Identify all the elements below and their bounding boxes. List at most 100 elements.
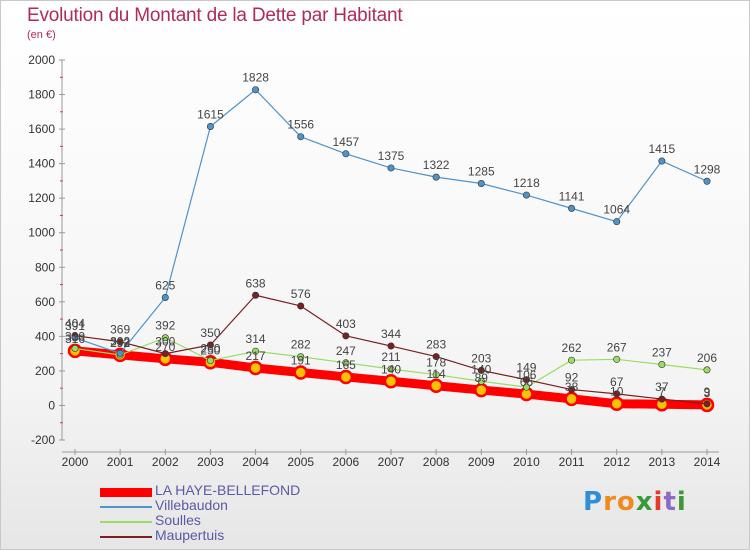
- data-point: [71, 334, 79, 342]
- y-tick-label: 1000: [28, 226, 55, 240]
- data-point: [206, 123, 214, 131]
- data-point: [474, 382, 489, 398]
- x-tick-label: 2001: [107, 455, 134, 469]
- data-label: 211: [381, 350, 400, 364]
- data-label: 1064: [603, 203, 630, 217]
- data-label: 149: [516, 361, 536, 375]
- data-label: 203: [471, 351, 491, 365]
- data-label: 89: [475, 371, 489, 385]
- data-point: [206, 357, 214, 365]
- data-label: 293: [110, 336, 130, 350]
- legend-swatch: [100, 536, 152, 538]
- legend-item: Maupertuis: [100, 527, 360, 544]
- data-point: [297, 302, 305, 310]
- data-label: 1615: [197, 108, 224, 122]
- data-point: [432, 173, 440, 181]
- data-point: [658, 361, 666, 369]
- logo-letter: i: [653, 487, 664, 517]
- logo-letter: P: [583, 487, 604, 517]
- data-point: [658, 395, 666, 403]
- data-label: 391: [65, 319, 85, 333]
- x-tick-label: 2005: [287, 455, 314, 469]
- y-tick-label: 800: [35, 260, 55, 274]
- data-label: 1556: [287, 118, 314, 132]
- data-point: [387, 365, 395, 373]
- data-point: [703, 400, 711, 408]
- data-point: [613, 355, 621, 363]
- data-label: 1415: [649, 142, 676, 156]
- data-point: [293, 365, 308, 380]
- logo-letter: o: [616, 487, 636, 517]
- data-label: 1218: [513, 176, 540, 190]
- legend-label: LA HAYE-BELLEFOND: [155, 482, 301, 498]
- data-point: [609, 396, 624, 411]
- data-label: 237: [652, 346, 672, 360]
- chart-title: Evolution du Montant de la Dette par Hab…: [27, 5, 403, 26]
- data-label: 576: [291, 287, 311, 301]
- x-tick-label: 2004: [242, 455, 269, 469]
- y-tick-label: 2000: [28, 53, 55, 67]
- logo-letter: i: [676, 487, 687, 517]
- data-label: 282: [291, 338, 311, 352]
- data-label: 250: [200, 343, 220, 357]
- x-tick-label: 2000: [62, 455, 89, 469]
- data-point: [522, 191, 530, 199]
- data-point: [703, 366, 711, 374]
- data-point: [387, 342, 395, 350]
- data-label: 403: [336, 317, 356, 331]
- data-label: 392: [155, 319, 175, 333]
- data-label: 3: [704, 386, 711, 400]
- y-tick-label: 200: [35, 364, 55, 378]
- data-point: [703, 177, 711, 185]
- data-point: [564, 391, 579, 407]
- data-point: [342, 150, 350, 158]
- data-label: 37: [655, 380, 669, 394]
- data-label: 1298: [694, 162, 721, 176]
- data-point: [477, 366, 485, 374]
- data-point: [161, 350, 169, 358]
- x-tick-label: 2014: [694, 455, 721, 469]
- x-tick-label: 2012: [603, 455, 630, 469]
- x-tick-label: 2003: [197, 455, 224, 469]
- x-tick-label: 2008: [423, 455, 450, 469]
- data-point: [522, 376, 530, 384]
- data-point: [522, 383, 530, 391]
- data-label: 267: [607, 340, 627, 354]
- data-label: 638: [246, 276, 266, 290]
- legend-label: Soulles: [155, 512, 201, 528]
- data-point: [387, 164, 395, 172]
- proxiti-logo: Proxiti: [583, 487, 687, 517]
- chart-subtitle: (en €): [27, 29, 56, 41]
- legend-label: Maupertuis: [155, 527, 225, 543]
- data-label: 1828: [242, 71, 269, 85]
- data-point: [116, 338, 124, 346]
- legend-item: Soulles: [100, 512, 360, 529]
- data-label: 67: [610, 375, 624, 389]
- data-label: 369: [110, 323, 130, 337]
- data-label: 625: [155, 279, 175, 293]
- data-label: 247: [336, 344, 356, 358]
- data-point: [477, 377, 485, 385]
- data-point: [568, 386, 576, 394]
- data-label: 314: [246, 332, 266, 346]
- data-point: [568, 356, 576, 364]
- x-tick-label: 2010: [513, 455, 540, 469]
- data-label: 140: [381, 362, 401, 376]
- x-tick-label: 2013: [649, 455, 676, 469]
- data-label: 38: [565, 380, 579, 394]
- legend-swatch: [100, 506, 152, 508]
- x-tick-label: 2002: [152, 455, 179, 469]
- data-point: [613, 218, 621, 226]
- data-point: [116, 349, 124, 357]
- data-label: 316: [65, 332, 85, 346]
- data-label: 106: [516, 368, 536, 382]
- y-tick-label: 1400: [28, 157, 55, 171]
- data-point: [71, 344, 79, 352]
- data-point: [297, 133, 305, 141]
- legend-item: LA HAYE-BELLEFOND: [100, 482, 360, 499]
- data-label: 300: [155, 335, 175, 349]
- data-point: [383, 374, 399, 389]
- x-tick-label: 2006: [333, 455, 360, 469]
- data-point: [252, 291, 260, 299]
